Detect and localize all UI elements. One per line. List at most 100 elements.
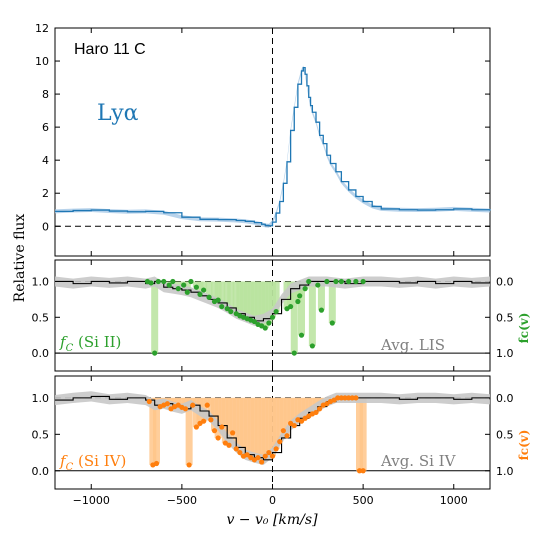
fc-point [273,308,279,315]
fc-point [353,278,359,285]
fc-symbol: f [59,333,68,351]
fc-point [298,332,305,338]
right-tick-label: 0.5 [496,428,514,441]
fc-bar [305,397,313,417]
y-tick-label: 1.0 [32,275,50,288]
fc-subscript: C [66,343,74,354]
fc-point [201,287,207,293]
fc-point [324,278,330,285]
fc-point [318,307,325,313]
fc-point [277,439,283,445]
fc-point [269,314,276,320]
fc-bar [211,281,218,302]
fc-point [298,418,305,424]
y-tick-label: 10 [35,55,49,68]
fc-point [161,278,167,285]
fc-bar [225,397,233,446]
fc-point [182,406,189,412]
fc-subscript: C [66,462,74,473]
fc-point [190,402,196,408]
x-tick-label: 1000 [440,494,468,507]
fc-bar [301,397,309,419]
fc-point [193,424,199,430]
fc-point [360,468,366,474]
fc-bar [178,397,186,408]
fc-point [237,449,243,456]
fc-point [206,294,212,300]
fc-bar [298,281,305,336]
fc-point [338,395,344,401]
fc-point [360,278,366,285]
fc-point [262,325,268,331]
fc-point [266,320,272,326]
fc-point [201,418,207,424]
fc-point [349,395,355,401]
fc-point [228,308,234,315]
panel-top: 0 2 4 6 8 10 12 [35,22,491,256]
fc-point [215,297,221,303]
fc-bar [236,397,244,453]
ion-label: (Si IV) [78,452,126,470]
fc-point [291,422,297,429]
fc-point [166,282,172,288]
fc-bar [258,281,266,326]
fc-bar [269,281,276,318]
fc-bar [229,397,237,433]
lya-label: Lyα [97,101,139,126]
fc-point [333,278,339,285]
fc-bar [279,397,287,431]
fc-point [175,286,181,292]
fc-bar [207,397,215,420]
fc-point [153,460,160,467]
fc-bar [356,397,363,471]
fc-point [215,435,221,441]
fc-point [219,424,225,430]
y-tick-label: 1.0 [32,392,50,405]
fc-point [244,452,250,458]
fc-point [181,282,187,288]
fc-bar [214,281,222,301]
fc-point [188,278,194,285]
fc-point [273,446,279,452]
fc-bar [218,281,226,307]
avg-flux-line [55,395,491,461]
fc-bar [261,281,269,329]
fc-bar [223,281,231,309]
fc-point [329,320,335,326]
panel-bottom: 0.0 0.5 1.0 0.0 0.5 1.0 −1000 −500 0 500 1000 [32,376,514,507]
y-tick-label: 4 [42,154,49,167]
fc-point [353,395,359,401]
fc-point [309,343,315,349]
fc-point [262,453,268,459]
fc-point [193,284,199,290]
avg-siiv-label: Avg. Si IV [380,452,457,470]
fc-point [148,280,154,286]
right-axis-label-middle: fᴄ(v) [517,313,531,344]
fc-point [197,291,203,297]
fc-point [255,455,261,461]
middle-series-label: fC (Si II) [59,333,121,354]
x-axis-label: v − v₀ [km/s] [226,512,318,528]
fc-point [170,278,176,285]
fc-bar [221,397,229,444]
fc-point [164,401,170,407]
y-tick-label: 12 [35,22,49,35]
fc-point [317,406,323,412]
fc-point [204,402,210,408]
fc-bar [328,281,336,324]
fc-point [230,430,236,436]
fc-bar [232,281,240,314]
fc-point [186,462,192,468]
fc-point [313,409,319,416]
fc-bar [203,397,211,406]
fc-point [208,417,214,423]
fc-bar [290,281,298,354]
fc-point [146,398,152,405]
fc-bar [265,397,273,453]
fc-point [306,278,312,285]
svg-text:fC (Si II): fC (Si II) [59,333,121,354]
x-tick-label: −500 [167,494,197,507]
fc-bar [294,397,302,420]
bottom-series-label: fC (Si IV) [59,452,126,473]
fc-bar [250,397,258,460]
